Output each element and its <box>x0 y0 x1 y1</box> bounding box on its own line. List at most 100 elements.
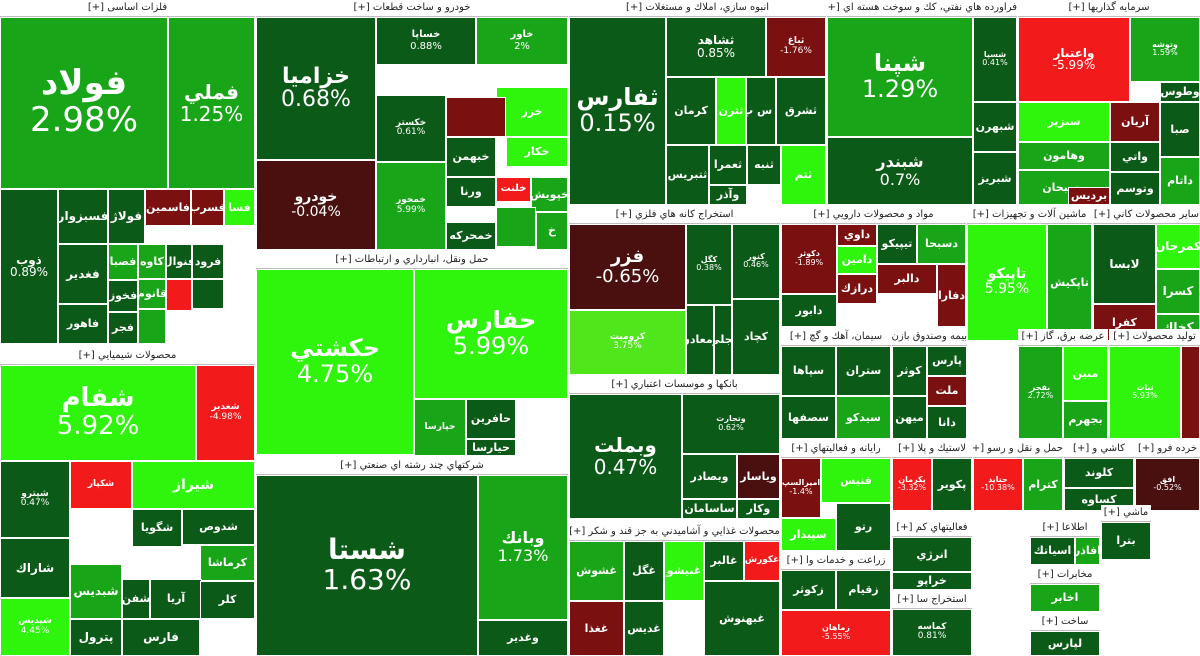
stock-tile[interactable]: واتي <box>1110 142 1160 172</box>
sector-header[interactable]: انبوه سازي، املاك و مستغلات [+] <box>569 0 826 17</box>
stock-tile[interactable]: حپارسا <box>414 399 466 456</box>
sector-header[interactable]: شركتهاي چند رشته اي صنعتي [+] <box>256 458 568 475</box>
stock-tile[interactable]: فسا <box>224 189 255 226</box>
stock-tile[interactable]: فنيس <box>821 458 891 503</box>
stock-tile[interactable]: اسياتك <box>1030 537 1075 565</box>
sector-header[interactable]: اطلاعا [+] <box>1030 520 1100 537</box>
stock-tile[interactable]: رتو <box>836 503 891 551</box>
stock-tile[interactable]: فزر -0.65% <box>569 224 686 310</box>
stock-tile[interactable]: حتايد -10.38% <box>973 458 1023 511</box>
stock-tile[interactable]: فسبزوار <box>58 189 108 244</box>
stock-tile[interactable]: ثبات 5.93% <box>1109 346 1181 439</box>
stock-tile[interactable]: خكستر 0.61% <box>376 95 446 162</box>
stock-tile[interactable]: حيارسا <box>466 439 516 456</box>
stock-tile[interactable]: شيراز <box>132 461 255 509</box>
stock-tile[interactable]: وتجارت 0.62% <box>682 394 780 454</box>
stock-tile[interactable]: ثتم <box>781 145 826 205</box>
stock-tile[interactable]: شكپار <box>70 461 132 509</box>
stock-tile[interactable]: كلوند <box>1064 458 1134 488</box>
stock-tile[interactable]: وهامون <box>1018 142 1110 170</box>
sector-header[interactable]: زراعت و خدمات وا [+] <box>781 553 891 570</box>
stock-tile[interactable]: سبزير <box>1018 102 1110 142</box>
stock-tile[interactable]: زكوثر <box>781 570 836 610</box>
stock-tile[interactable]: كاوه <box>138 244 166 279</box>
sector-header[interactable]: ساخت [+] <box>1030 614 1100 631</box>
stock-tile[interactable]: غغذا <box>569 601 624 656</box>
stock-tile[interactable]: آ س پ <box>746 77 776 145</box>
stock-tile[interactable]: وبصادر <box>682 454 737 499</box>
stock-tile[interactable]: كماسه 0.81% <box>892 609 972 656</box>
stock-tile[interactable]: آريا <box>150 579 202 619</box>
stock-tile[interactable]: دابور <box>781 294 837 327</box>
stock-tile[interactable]: شپترو 0.47% <box>0 461 70 538</box>
stock-tile[interactable]: كترام <box>1023 458 1063 511</box>
stock-tile[interactable]: فولاژ <box>108 189 145 244</box>
sector-header[interactable]: سيمان، آهك و گچ [+] <box>781 329 891 346</box>
stock-tile[interactable]: ثشرق <box>776 77 826 145</box>
stock-tile[interactable]: شفن <box>122 579 150 619</box>
sector-header[interactable]: ماشي [+] <box>1101 505 1151 522</box>
stock-tile[interactable]: شستا 1.63% <box>256 475 478 656</box>
stock-tile[interactable]: كروميت 3.75% <box>569 310 686 375</box>
sector-header[interactable]: خرده فرو [+] <box>1135 441 1200 458</box>
stock-tile[interactable]: دالبر <box>877 264 937 294</box>
stock-tile[interactable]: داتام <box>1160 157 1200 205</box>
stock-tile[interactable]: غالبر <box>704 541 744 581</box>
stock-tile[interactable]: سپاها <box>781 346 836 396</box>
stock-tile[interactable]: دامين <box>837 246 877 274</box>
stock-tile[interactable]: شپنا 1.29% <box>827 17 973 137</box>
stock-tile[interactable]: پارس <box>927 346 967 376</box>
stock-tile[interactable]: ومعادن <box>686 305 714 375</box>
stock-tile[interactable]: دفارا <box>937 264 966 327</box>
stock-tile[interactable]: فاهور <box>58 304 108 344</box>
stock-tile[interactable]: فنوال <box>166 244 192 279</box>
stock-tile[interactable]: خلنت <box>496 177 531 202</box>
stock-tile[interactable]: درازك <box>837 274 877 304</box>
stock-tile[interactable]: حافرين <box>466 399 516 439</box>
stock-tile[interactable]: سصفها <box>781 396 836 439</box>
stock-tile[interactable]: خبهمن <box>446 137 496 177</box>
sector-header[interactable]: خودرو و ساخت قطعات [+] <box>256 0 568 17</box>
sector-header[interactable]: حمل و نقل و رسو [+] <box>973 441 1063 458</box>
stock-tile[interactable]: كگل 0.38% <box>686 224 732 305</box>
stock-tile[interactable]: خمحركه <box>446 222 496 250</box>
sector-header[interactable]: توليد محصولات [+] <box>1109 329 1200 346</box>
stock-tile[interactable]: تيپيكو <box>877 224 917 264</box>
stock-tile[interactable]: فسرب <box>191 189 224 226</box>
stock-tile[interactable]: داوي <box>837 224 877 246</box>
stock-tile[interactable]: شبهرن <box>973 102 1017 152</box>
stock-tile[interactable]: كلر <box>200 581 255 619</box>
stock-tile[interactable]: شدوص <box>182 509 255 545</box>
sector-header[interactable]: استخراج كانه هاي فلزي [+] <box>569 207 780 224</box>
stock-tile[interactable]: تاپكيش <box>1047 224 1092 341</box>
stock-tile[interactable] <box>166 279 192 311</box>
stock-tile[interactable]: وبملت 0.47% <box>569 394 682 519</box>
stock-tile[interactable]: آريان <box>1110 102 1160 142</box>
stock-tile[interactable]: پكرمان -3.32% <box>892 458 932 511</box>
stock-tile[interactable]: خراپو <box>892 572 972 590</box>
stock-tile[interactable]: وبانك 1.73% <box>478 475 568 620</box>
stock-tile[interactable]: دانا <box>927 406 967 439</box>
sector-header[interactable]: عرضه برق، گاز [+] <box>1018 329 1108 346</box>
stock-tile[interactable]: وآذر <box>709 185 747 205</box>
stock-tile[interactable]: خزاميا 0.68% <box>256 17 376 160</box>
stock-tile[interactable]: شبريز <box>973 152 1017 205</box>
stock-tile[interactable] <box>496 207 536 247</box>
stock-tile[interactable]: پترول <box>70 619 122 656</box>
stock-tile[interactable]: وكار <box>737 499 780 519</box>
stock-tile[interactable]: فولاد 2.98% <box>0 17 168 189</box>
stock-tile[interactable]: وطوس <box>1160 82 1200 102</box>
stock-tile[interactable]: وياسار <box>737 454 780 499</box>
stock-tile[interactable]: سيدكو <box>836 396 891 439</box>
stock-tile[interactable]: حكشتي 4.75% <box>256 269 414 455</box>
stock-tile[interactable]: ساسامان <box>682 499 737 519</box>
sector-header[interactable]: ماشين آلات و تجهيزات [+] <box>967 207 1092 224</box>
stock-tile[interactable] <box>138 309 166 344</box>
sector-header[interactable]: بانكها و موسسات اعتباري [+] <box>569 377 780 394</box>
stock-tile[interactable]: غكورش <box>744 541 780 581</box>
stock-tile[interactable]: وغدير <box>478 620 568 656</box>
sector-header[interactable]: فلزات اساسی [+] <box>0 0 255 17</box>
sector-header[interactable]: مخابرات [+] <box>1030 567 1100 584</box>
stock-tile[interactable]: لابسا <box>1093 224 1156 304</box>
stock-tile[interactable]: شغدير -4.98% <box>196 365 255 461</box>
